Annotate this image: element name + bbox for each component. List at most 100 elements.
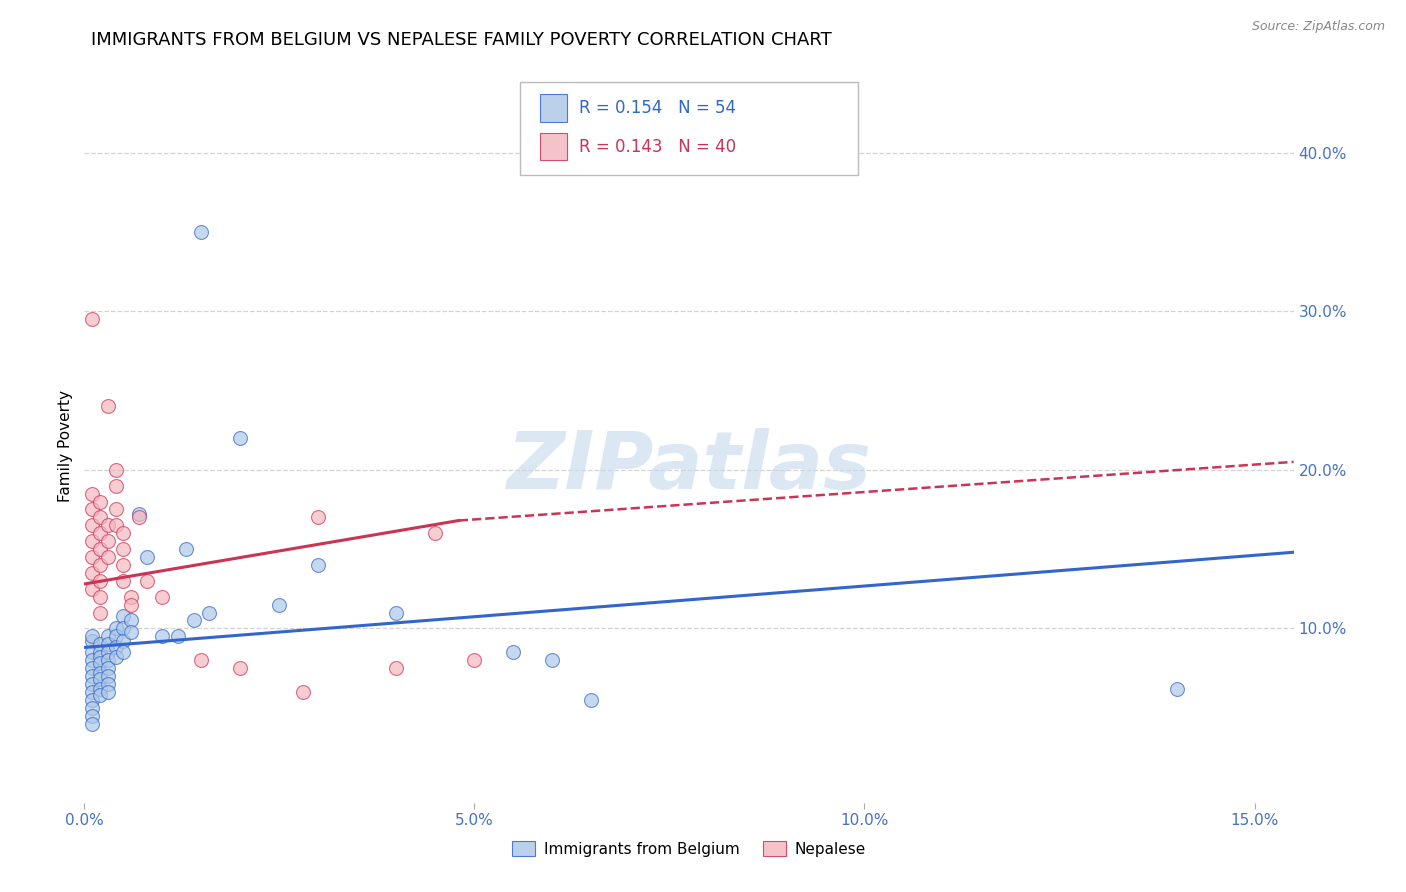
FancyBboxPatch shape [520, 82, 858, 175]
Point [82, 549, 104, 564]
Point [97, 645, 120, 659]
Point [97, 669, 120, 683]
Point [128, 507, 150, 521]
Point [82, 669, 104, 683]
Point [174, 542, 197, 557]
Point [89, 590, 111, 604]
Point [82, 645, 104, 659]
Point [307, 510, 329, 524]
Point [385, 606, 408, 620]
Point [82, 716, 104, 731]
Point [97, 518, 120, 533]
Point [120, 614, 142, 628]
Point [150, 629, 173, 643]
Y-axis label: Family Poverty: Family Poverty [58, 390, 73, 502]
Point [541, 653, 564, 667]
Point [229, 661, 252, 675]
Point [82, 582, 104, 596]
Point [97, 549, 120, 564]
Point [581, 692, 603, 706]
Point [82, 566, 104, 580]
Text: ZIPatlas: ZIPatlas [506, 428, 872, 507]
FancyBboxPatch shape [540, 133, 567, 161]
Point [82, 677, 104, 691]
Point [112, 621, 135, 635]
Point [104, 478, 127, 492]
Point [104, 502, 127, 516]
Point [463, 653, 485, 667]
Point [82, 661, 104, 675]
Legend: Immigrants from Belgium, Nepalese: Immigrants from Belgium, Nepalese [506, 835, 872, 863]
Point [97, 629, 120, 643]
Point [89, 645, 111, 659]
Point [82, 518, 104, 533]
Point [97, 685, 120, 699]
Text: IMMIGRANTS FROM BELGIUM VS NEPALESE FAMILY POVERTY CORRELATION CHART: IMMIGRANTS FROM BELGIUM VS NEPALESE FAMI… [91, 31, 832, 49]
Point [120, 598, 142, 612]
Point [135, 549, 157, 564]
Point [198, 606, 221, 620]
Point [104, 629, 127, 643]
Point [128, 510, 150, 524]
Point [82, 708, 104, 723]
Point [82, 700, 104, 714]
Point [112, 542, 135, 557]
Point [307, 558, 329, 572]
Point [104, 621, 127, 635]
Point [112, 558, 135, 572]
Point [82, 692, 104, 706]
Point [104, 649, 127, 664]
Point [89, 672, 111, 686]
Point [97, 637, 120, 651]
Point [82, 534, 104, 549]
Point [1166, 681, 1188, 696]
Point [89, 657, 111, 671]
Point [97, 661, 120, 675]
Point [89, 688, 111, 702]
Point [89, 526, 111, 541]
Point [112, 645, 135, 659]
Point [82, 685, 104, 699]
Point [112, 526, 135, 541]
Point [112, 574, 135, 588]
Point [82, 634, 104, 648]
Point [167, 629, 190, 643]
Point [120, 590, 142, 604]
Text: R = 0.143   N = 40: R = 0.143 N = 40 [579, 137, 735, 155]
Point [229, 431, 252, 445]
Point [82, 502, 104, 516]
Point [269, 598, 291, 612]
Point [82, 312, 104, 326]
Point [97, 677, 120, 691]
Point [82, 653, 104, 667]
Point [97, 653, 120, 667]
Point [135, 574, 157, 588]
Text: Source: ZipAtlas.com: Source: ZipAtlas.com [1251, 20, 1385, 33]
Point [89, 665, 111, 680]
Point [120, 624, 142, 639]
Point [150, 590, 173, 604]
Point [104, 463, 127, 477]
Point [89, 542, 111, 557]
Point [89, 681, 111, 696]
Point [385, 661, 408, 675]
Point [97, 400, 120, 414]
Point [82, 629, 104, 643]
Point [502, 645, 524, 659]
Point [190, 225, 212, 239]
Point [97, 534, 120, 549]
Point [291, 685, 314, 699]
Point [112, 634, 135, 648]
Text: R = 0.154   N = 54: R = 0.154 N = 54 [579, 99, 735, 117]
Point [104, 518, 127, 533]
Point [89, 558, 111, 572]
Point [89, 606, 111, 620]
Point [104, 640, 127, 655]
Point [89, 510, 111, 524]
Point [183, 614, 205, 628]
Point [89, 637, 111, 651]
Point [89, 494, 111, 508]
Point [82, 486, 104, 500]
Point [112, 608, 135, 623]
Point [190, 653, 212, 667]
